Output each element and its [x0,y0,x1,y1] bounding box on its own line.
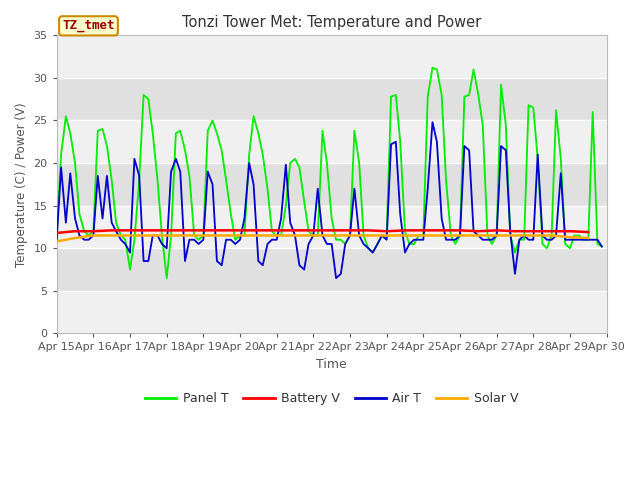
Bar [57,291,607,334]
Legend: Panel T, Battery V, Air T, Solar V: Panel T, Battery V, Air T, Solar V [140,387,523,410]
Text: TZ_tmet: TZ_tmet [62,19,115,32]
Bar [57,36,607,78]
Bar [57,120,607,163]
X-axis label: Time: Time [316,358,347,371]
Bar [57,248,607,291]
Bar [57,163,607,205]
Y-axis label: Temperature (C) / Power (V): Temperature (C) / Power (V) [15,102,28,267]
Title: Tonzi Tower Met: Temperature and Power: Tonzi Tower Met: Temperature and Power [182,15,481,30]
Bar [57,78,607,120]
Bar [57,205,607,248]
